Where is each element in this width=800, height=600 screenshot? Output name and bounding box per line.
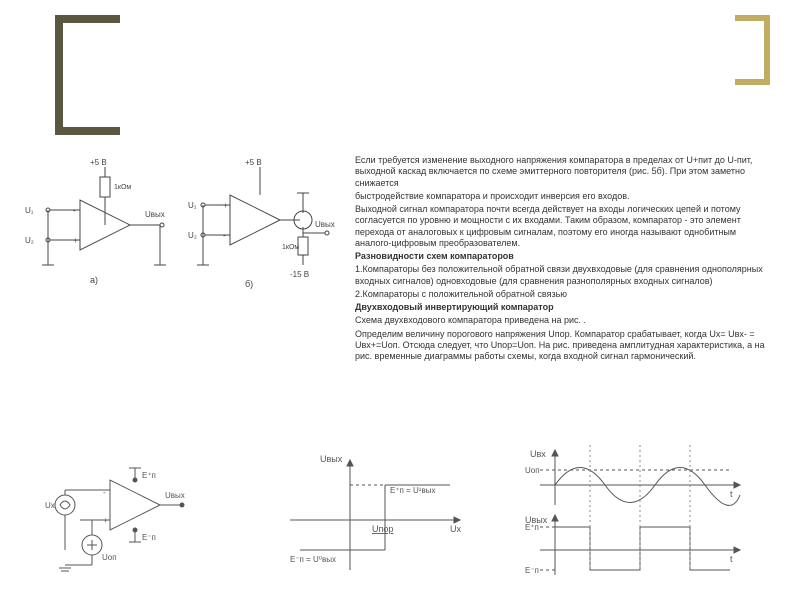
svg-text:E⁻п: E⁻п [142,533,156,542]
bracket-decoration-left [55,15,120,135]
svg-text:Uх: Uх [45,501,55,510]
svg-text:Uх: Uх [450,524,461,534]
svg-text:1кОм: 1кОм [114,184,131,191]
svg-text:E⁻п: E⁻п [525,566,539,575]
paragraph: 1.Компараторы без положительной обратной… [355,264,765,287]
svg-text:a): a) [90,275,98,285]
svg-text:-15 В: -15 В [290,270,309,279]
svg-text:U₂: U₂ [25,236,34,245]
svg-text:1кОм: 1кОм [282,244,299,251]
paragraph: Схема двухвходового компаратора приведен… [355,315,765,326]
svg-text:U₁: U₁ [25,206,34,215]
svg-text:+5 В: +5 В [245,158,262,167]
paragraph: быстродействие компаратора и происходит … [355,191,765,202]
svg-text:-: - [223,231,226,240]
svg-text:Uвых: Uвых [320,454,343,464]
svg-text:Uоп: Uоп [525,466,540,475]
svg-text:U₂: U₂ [188,231,197,240]
figure-top-circuits: - + U₁ U₂ +5 В 1кОм Uвых a) + - U₁ [20,155,340,295]
svg-text:Uвых: Uвых [315,220,335,229]
svg-text:E⁺п: E⁺п [142,471,156,480]
svg-text:E⁺п: E⁺п [525,523,539,532]
figure-bottom-panels: - + E⁺п E⁻п Uх Uоп Uвых [20,440,780,585]
svg-text:t: t [730,489,733,499]
svg-text:U₁: U₁ [188,201,197,210]
paragraph: Если требуется изменение выходного напря… [355,155,765,189]
svg-text:б): б) [245,279,253,289]
svg-text:+: + [73,236,78,245]
paragraph: Выходной сигнал компаратора почти всегда… [355,204,765,249]
paragraph: Определим величину порогового напряжения… [355,329,765,363]
svg-text:Uвх: Uвх [530,449,546,459]
svg-text:+: + [223,201,228,210]
paragraph: 2.Компараторы с положительной обратной с… [355,289,765,300]
svg-text:t: t [730,554,733,564]
svg-text:E⁺п = U¹вых: E⁺п = U¹вых [390,486,435,495]
svg-text:-: - [103,488,106,497]
heading: Двухвходовый инвертирующий компаратор [355,302,765,313]
svg-text:Uоп: Uоп [102,553,117,562]
svg-text:-: - [73,206,76,215]
svg-text:+5 В: +5 В [90,158,107,167]
svg-text:Uвых: Uвых [145,210,165,219]
heading: Разновидности схем компараторов [355,251,765,262]
body-text: Если требуется изменение выходного напря… [355,155,765,364]
svg-text:E⁻п = U⁰вых: E⁻п = U⁰вых [290,555,336,564]
svg-text:Uвых: Uвых [165,491,185,500]
svg-text:Uпор: Uпор [372,524,393,534]
bracket-decoration-right [735,15,770,85]
